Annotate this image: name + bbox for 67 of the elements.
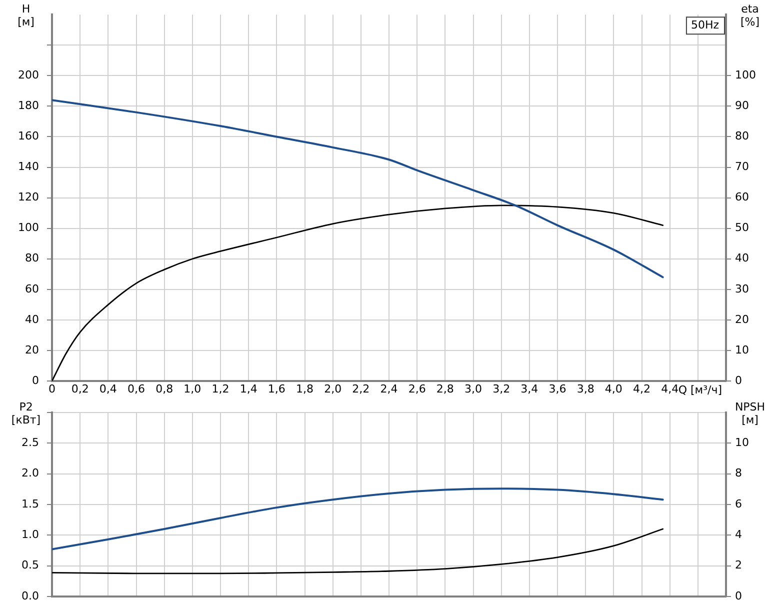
y-tick-label: 180 [18, 99, 39, 112]
x-tick-label: 0,8 [156, 382, 174, 396]
y2-tick-label: 4 [735, 528, 742, 541]
y2-tick-label: 2 [735, 558, 742, 572]
y2-tick-label: 60 [735, 190, 749, 204]
y2-tick-label: 6 [735, 497, 742, 510]
x-tick-label: 2,4 [380, 382, 398, 396]
x-tick-label: 2,8 [436, 382, 454, 396]
y-tick-label: 60 [25, 282, 39, 296]
y-tick-label: 100 [18, 221, 39, 234]
chart-title: 50Hz [690, 18, 720, 32]
y2-tick-label: 10 [735, 436, 749, 450]
y-tick-label: 200 [18, 68, 39, 82]
y2-tick-label: 80 [735, 130, 749, 143]
y-tick-label: 80 [25, 252, 39, 265]
y2-tick-label: 30 [735, 282, 749, 296]
y-tick-label: 0 [32, 374, 39, 387]
x-tick-label: 3,0 [464, 382, 482, 396]
x-tick-label: 1,6 [268, 382, 286, 396]
y-axis-title: P2 [кВт] [11, 400, 41, 426]
y-tick-label: 40 [25, 312, 39, 326]
x-tick-label: 2,2 [352, 382, 370, 396]
x-tick-label: 4,0 [604, 382, 622, 396]
y-tick-label: 2.5 [22, 436, 39, 450]
x-tick-label: 0 [48, 382, 56, 396]
y2-tick-label: 20 [735, 312, 749, 326]
x-tick-label: 4,2 [633, 382, 650, 396]
x-tick-label: 1,0 [184, 382, 202, 396]
y-tick-label: 20 [25, 343, 39, 356]
x-tick-label: 0,4 [99, 382, 117, 396]
y2-tick-label: 90 [735, 99, 749, 112]
y-tick-label: 1.5 [22, 497, 39, 510]
y2-tick-label: 40 [735, 252, 749, 265]
line-series [52, 528, 664, 574]
x-tick-label: 0,6 [128, 382, 145, 396]
y2-tick-label: 50 [735, 221, 749, 234]
y2-axis-title: eta [%] [740, 2, 760, 28]
x-tick-label: 3,2 [492, 382, 510, 396]
line-series [52, 99, 664, 278]
y2-tick-label: 70 [735, 160, 749, 174]
y-tick-label: 2.0 [22, 466, 39, 480]
x-tick-label: 0,2 [71, 382, 89, 396]
y2-tick-label: 0 [735, 589, 742, 602]
x-tick-label: 1,2 [212, 382, 230, 396]
x-axis-title: Q [м³/ч] [678, 383, 722, 396]
y-tick-label: 160 [18, 130, 39, 143]
line-series [52, 488, 664, 550]
x-tick-label: 1,8 [296, 382, 314, 396]
x-tick-label: 3,8 [576, 382, 594, 396]
y-tick-label: 140 [18, 160, 39, 174]
y-tick-label: 0.0 [22, 589, 39, 602]
y-tick-label: 1.0 [22, 528, 39, 541]
y-axis-title: H [м] [18, 2, 34, 28]
y2-tick-label: 8 [735, 466, 742, 480]
x-tick-label: 4,4 [661, 382, 679, 396]
x-tick-label: 1,4 [240, 382, 258, 396]
y2-tick-label: 0 [735, 374, 742, 387]
line-series [52, 204, 664, 381]
y-tick-label: 0.5 [22, 558, 39, 572]
y2-tick-label: 100 [735, 68, 756, 82]
x-tick-label: 3,6 [548, 382, 566, 396]
x-tick-label: 2,6 [408, 382, 426, 396]
y-tick-label: 120 [18, 190, 39, 204]
x-tick-label: 3,4 [520, 382, 538, 396]
x-tick-label: 2,0 [324, 382, 342, 396]
y2-tick-label: 10 [735, 343, 749, 356]
y2-axis-title: NPSH [м] [734, 400, 766, 426]
